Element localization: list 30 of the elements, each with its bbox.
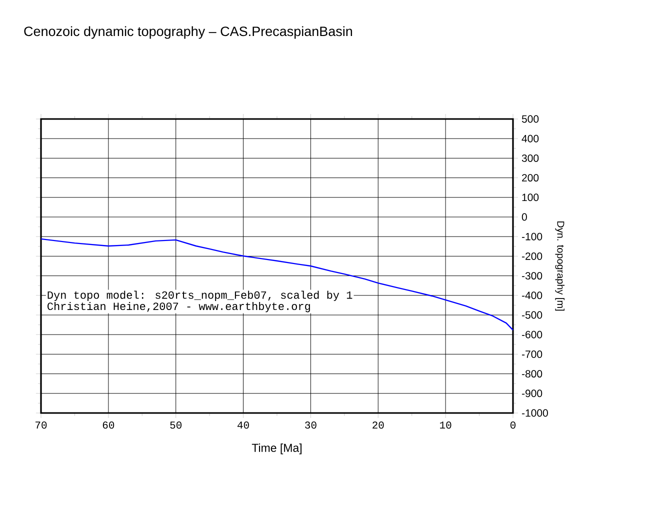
x-tick-label: 40 xyxy=(238,422,249,429)
y-tick-label: -200 xyxy=(522,252,542,260)
x-tick-label: 50 xyxy=(170,422,182,429)
y-tick-label: -1000 xyxy=(522,409,548,417)
y-tick-label: -100 xyxy=(522,232,542,240)
y-tick-label: 0 xyxy=(522,213,527,221)
y-tick-label: 500 xyxy=(522,115,539,123)
x-tick-label: 60 xyxy=(102,422,114,429)
line-series xyxy=(40,238,514,331)
y-tick-label: -900 xyxy=(522,390,542,398)
x-tick-label: 70 xyxy=(36,422,47,429)
y-axis-title: Dyn. topography [m] xyxy=(555,221,564,311)
annotation: Dyn topo model: s20rts_nopm_Feb07, scaled by 1 xyxy=(48,290,352,301)
y-tick-label: 400 xyxy=(522,134,539,142)
y-tick-label: 300 xyxy=(522,154,539,162)
y-tick-label: -500 xyxy=(522,311,542,319)
y-tick-label: -300 xyxy=(522,272,542,280)
y-tick-label: -400 xyxy=(522,292,542,300)
annotation: Christian Heine,2007 - www.earthbyte.org xyxy=(48,302,310,312)
y-tick-label: 100 xyxy=(522,194,539,202)
x-tick-label: 10 xyxy=(440,422,452,429)
x-tick-label: 0 xyxy=(510,422,516,429)
x-tick-label: 30 xyxy=(305,422,316,429)
y-tick-label: -600 xyxy=(522,330,542,338)
chart-title: Cenozoic dynamic topography – CAS.PrecaspianBasin xyxy=(24,26,352,39)
y-tick-label: -800 xyxy=(522,370,542,378)
x-axis-title: Time [Ma] xyxy=(252,443,302,454)
x-tick-label: 20 xyxy=(372,422,384,429)
y-tick-label: 200 xyxy=(522,174,539,182)
y-tick-label: -700 xyxy=(522,350,542,358)
